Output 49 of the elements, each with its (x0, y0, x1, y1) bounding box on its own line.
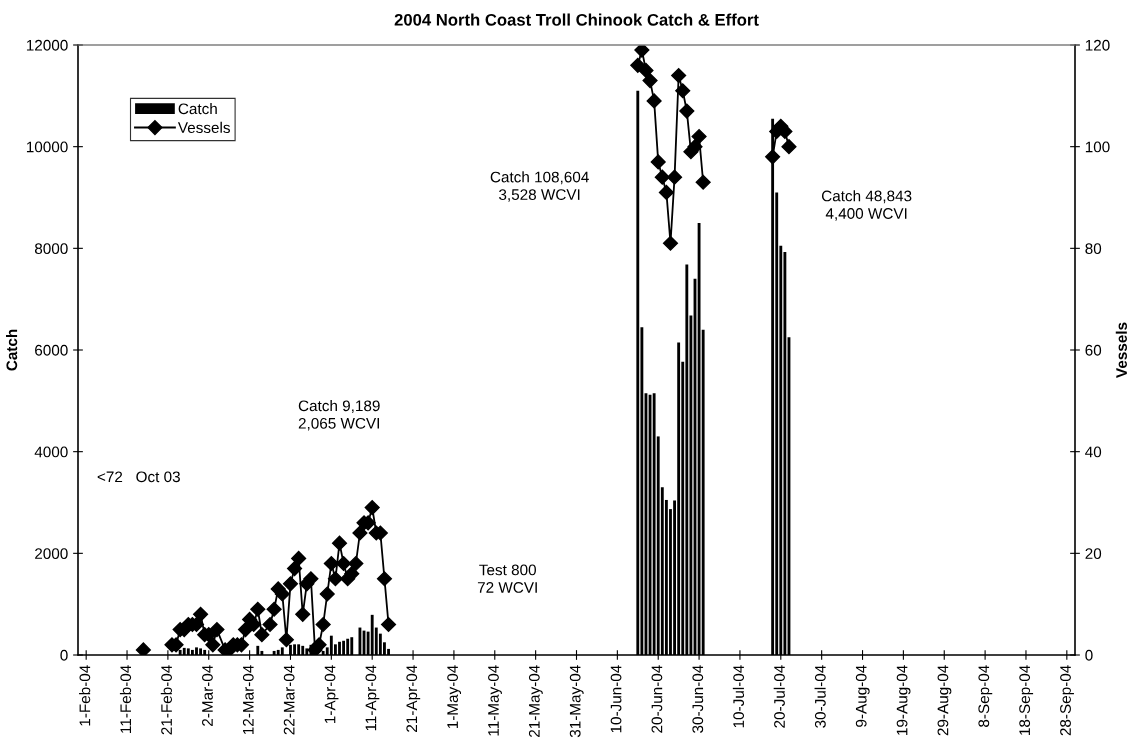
x-tick-label: 1-Apr-04 (324, 665, 339, 723)
x-tick-label: 21-Feb-04 (160, 665, 172, 735)
annotation: Test 800 72 WCVI (477, 564, 537, 593)
y2-tick-label: 120 (1085, 39, 1110, 51)
y2-tick-label: 20 (1085, 548, 1102, 560)
x-tick-label: 11-May-04 (488, 665, 502, 736)
y-tick-label: 10000 (26, 141, 68, 153)
x-tick-label: 8-Sep-04 (978, 665, 993, 727)
y2-tick-label: 60 (1085, 344, 1102, 356)
annotation: Catch 9,189 2,065 WCVI (298, 399, 380, 431)
x-tick-label: 1-May-04 (447, 665, 462, 729)
x-tick-label: 19-Aug-04 (896, 665, 911, 735)
x-tick-label: 22-Mar-04 (283, 665, 295, 735)
x-tick-label: 28-Sep-04 (1060, 665, 1074, 736)
x-tick-label: 18-Sep-04 (1019, 665, 1034, 735)
x-tick-label: 20-Jul-04 (773, 665, 785, 728)
y2-tick-label: 80 (1085, 243, 1102, 255)
y-tick-label: 12000 (26, 39, 68, 51)
annotation: <72 Oct 03 (97, 471, 180, 483)
y-axis-title: Catch (6, 329, 18, 371)
y2-tick-label: 0 (1085, 649, 1093, 661)
x-tick-label: 1-Feb-04 (79, 665, 91, 726)
y-tick-label: 6000 (35, 344, 68, 356)
x-tick-label: 10-Jun-04 (610, 665, 622, 733)
x-tick-label: 29-Aug-04 (937, 665, 952, 736)
y-tick-label: 0 (60, 649, 68, 661)
x-tick-label: 2-Mar-04 (202, 665, 213, 726)
x-tick-label: 10-Jul-04 (732, 665, 745, 728)
x-tick-label: 30-Jun-04 (692, 665, 704, 733)
y-tick-label: 8000 (34, 243, 68, 255)
legend-label: Catch (178, 102, 217, 115)
chart-title: 2004 North Coast Troll Chinook Catch & Effort (394, 13, 759, 26)
x-tick-label: 11-Feb-04 (119, 665, 132, 733)
x-tick-label: 30-Jul-04 (814, 665, 826, 728)
y2-axis-title: Vessels (1115, 322, 1127, 378)
x-tick-label: 9-Aug-04 (855, 665, 870, 727)
y2-tick-label: 40 (1085, 446, 1102, 458)
y2-tick-label: 100 (1085, 141, 1110, 153)
y-tick-label: 4000 (34, 446, 68, 458)
x-tick-label: 11-Apr-04 (365, 665, 380, 731)
legend-label: Vessels (177, 121, 230, 134)
annotation: Catch 48,843 4,400 WCVI (821, 190, 912, 221)
y-tick-label: 2000 (35, 548, 68, 560)
x-tick-label: 31-May-04 (569, 665, 584, 738)
x-tick-label: 20-Jun-04 (651, 665, 663, 733)
x-tick-label: 21-Apr-04 (406, 665, 421, 732)
annotation: Catch 108,604 3,528 WCVI (490, 171, 589, 202)
x-tick-label: 12-Mar-04 (242, 665, 254, 735)
x-tick-label: 21-May-04 (528, 665, 543, 737)
